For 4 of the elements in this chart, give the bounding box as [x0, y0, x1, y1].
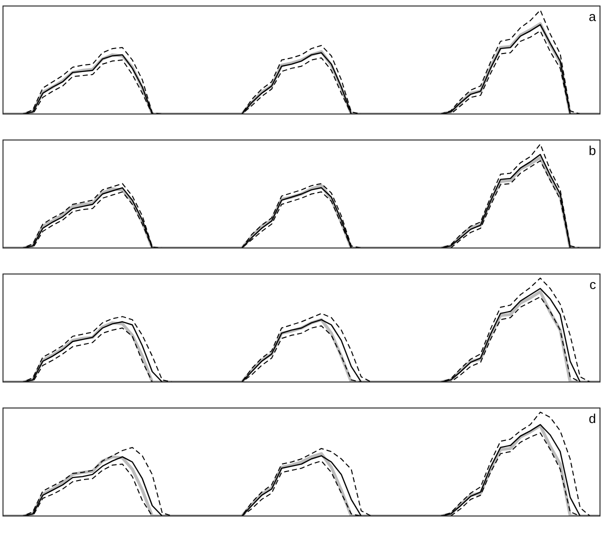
chart-title: c: [590, 277, 596, 292]
chart-title: b: [588, 143, 596, 158]
chart-title: d: [588, 411, 596, 426]
chart-title: a: [588, 9, 597, 24]
